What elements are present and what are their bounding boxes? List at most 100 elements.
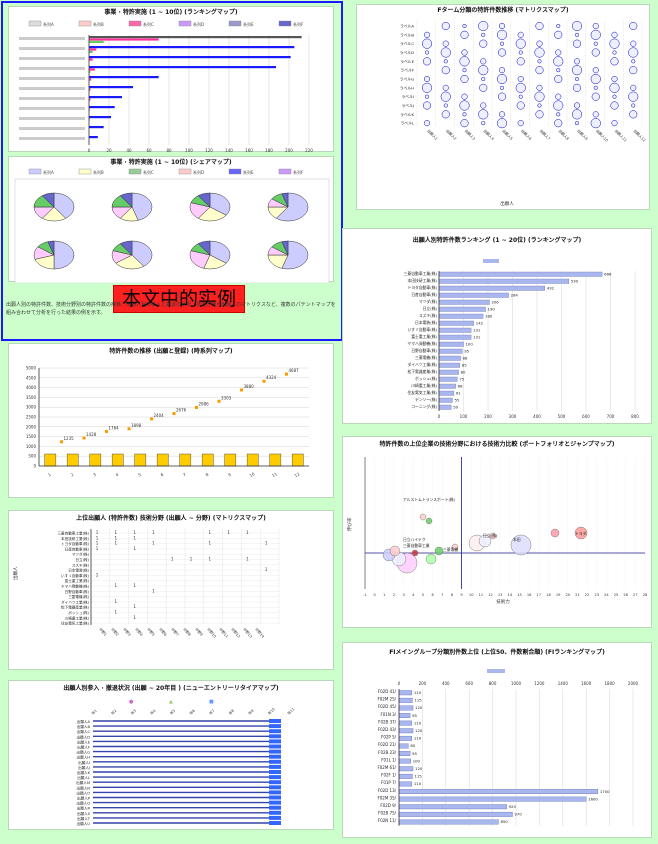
- timeline-end: [269, 801, 281, 805]
- row-label: 出願人M: [76, 780, 90, 785]
- row-label: F02N 11/: [378, 818, 397, 823]
- col-label: 分野13: [242, 626, 253, 638]
- col-label: 分野5: [146, 626, 156, 636]
- bubble: [516, 39, 526, 49]
- bubble: [499, 67, 505, 73]
- bubble: [478, 65, 488, 75]
- bubble: [575, 33, 579, 37]
- bar: [439, 314, 483, 319]
- bubble: [628, 48, 638, 58]
- matrix-value: 1: [152, 588, 155, 593]
- bar: [439, 405, 451, 410]
- bubble: [554, 119, 562, 127]
- bar: [67, 454, 78, 466]
- timeline-end: [269, 770, 281, 774]
- col-label: 分野12: [230, 626, 241, 638]
- x-tick-label: 27: [633, 593, 638, 597]
- data-label: 131: [473, 335, 481, 340]
- bar: [202, 454, 213, 466]
- x-tick-label: 200: [484, 414, 492, 419]
- bubble: [611, 58, 619, 66]
- y-axis-title: 伸び率: [346, 517, 353, 531]
- x-tick-label: 220: [305, 148, 313, 153]
- row-label: 出願人C: [77, 729, 91, 734]
- row-label: ラベルE: [400, 59, 414, 64]
- bubble: [426, 554, 436, 564]
- bubble: [498, 49, 506, 57]
- data-label: 80: [410, 743, 415, 748]
- bubble: [591, 30, 601, 40]
- data-label: 95: [464, 349, 469, 354]
- col-label: 分野8: [182, 626, 192, 637]
- row-label: ボッシュ(株): [415, 376, 437, 381]
- x-tick-label: 400: [442, 681, 450, 686]
- bubble: [629, 22, 637, 30]
- bubble-label: トヨタ: [575, 531, 587, 536]
- legend-swatch: [129, 169, 141, 174]
- bar: [399, 782, 412, 787]
- data-label: 666: [604, 272, 612, 277]
- hbar-ranking-card: 事業 · 特許実施 (1 ~ 10位) (ランキングマップ) 系列A系列B系列C…: [8, 6, 334, 152]
- bubble: [479, 84, 487, 92]
- bar: [399, 789, 598, 794]
- matrix-value: 1: [246, 530, 249, 535]
- x-tick-label: 200: [419, 681, 427, 686]
- data-label: 61: [456, 391, 461, 396]
- bar: [135, 454, 146, 466]
- bubble: [594, 42, 598, 46]
- ranking-card: 出願人別特許件数ランキング (1 ~ 20位) (ランキングマップ) 01002…: [342, 228, 652, 424]
- y-tick-label: 1000: [26, 444, 37, 449]
- x-tick-label: 700: [607, 414, 615, 419]
- bar: [399, 797, 586, 802]
- data-label: 180: [485, 314, 493, 319]
- bubble: [461, 75, 469, 83]
- bubble: [592, 49, 600, 57]
- matrix-value: 1: [209, 530, 212, 535]
- col-label: 出願人12: [633, 128, 647, 142]
- bar: [89, 46, 294, 48]
- bar: [399, 751, 410, 756]
- bar: [399, 736, 412, 741]
- row-label: F02B 37/: [378, 719, 396, 724]
- bar: [89, 56, 291, 58]
- bubble: [498, 93, 506, 101]
- bubble: [461, 31, 469, 39]
- bubble: [497, 30, 507, 40]
- legend-label: 系列F: [293, 169, 304, 175]
- row-label: F02F 1/: [381, 773, 397, 778]
- bubble: [517, 102, 525, 110]
- bubble: [481, 33, 485, 37]
- data-label: 1700: [600, 789, 610, 794]
- matrix-value: 1: [209, 541, 212, 546]
- row-label: 出願人I: [78, 760, 90, 765]
- timeline-title: 出願人別参入 · 撤退状況 (出願 ~ 20年目 ) (ニューエントリーリタイア…: [9, 685, 333, 693]
- row-label: ラベルG: [400, 77, 414, 82]
- matrix-value: 1: [246, 557, 249, 562]
- bar: [439, 384, 456, 389]
- data-label: 55: [454, 398, 459, 403]
- row-label: ヤマハ発動機(株): [407, 341, 437, 346]
- matrix-value: 1: [115, 583, 118, 588]
- bubble: [420, 514, 426, 520]
- y-tick-label: 500: [28, 454, 36, 459]
- bubble: [424, 120, 430, 126]
- row-label: 出願人N: [77, 785, 91, 790]
- x-tick-label: 1600: [581, 681, 592, 686]
- matrix-value: 1: [115, 530, 118, 535]
- bar: [399, 767, 413, 772]
- ranking-chart: 0100200300400500600700800三菱自動車工業(株)666本田…: [343, 249, 653, 425]
- bar: [225, 454, 236, 466]
- bubble: [612, 32, 618, 38]
- row-label: 松下電器産業(株): [61, 605, 90, 610]
- x-tick-label: 1200: [534, 681, 545, 686]
- bubble: [536, 111, 544, 119]
- legend-label: 系列E: [243, 169, 254, 175]
- y-tick-label: 1500: [26, 434, 37, 439]
- row-label: 日産自動車(株): [65, 546, 90, 551]
- data-label: 120: [415, 766, 423, 771]
- col-label: 分野11: [218, 626, 229, 638]
- legend-swatch: [487, 669, 505, 673]
- bubble: [555, 50, 561, 56]
- row-label: 富士重工業(株): [411, 334, 437, 339]
- bar: [439, 377, 457, 382]
